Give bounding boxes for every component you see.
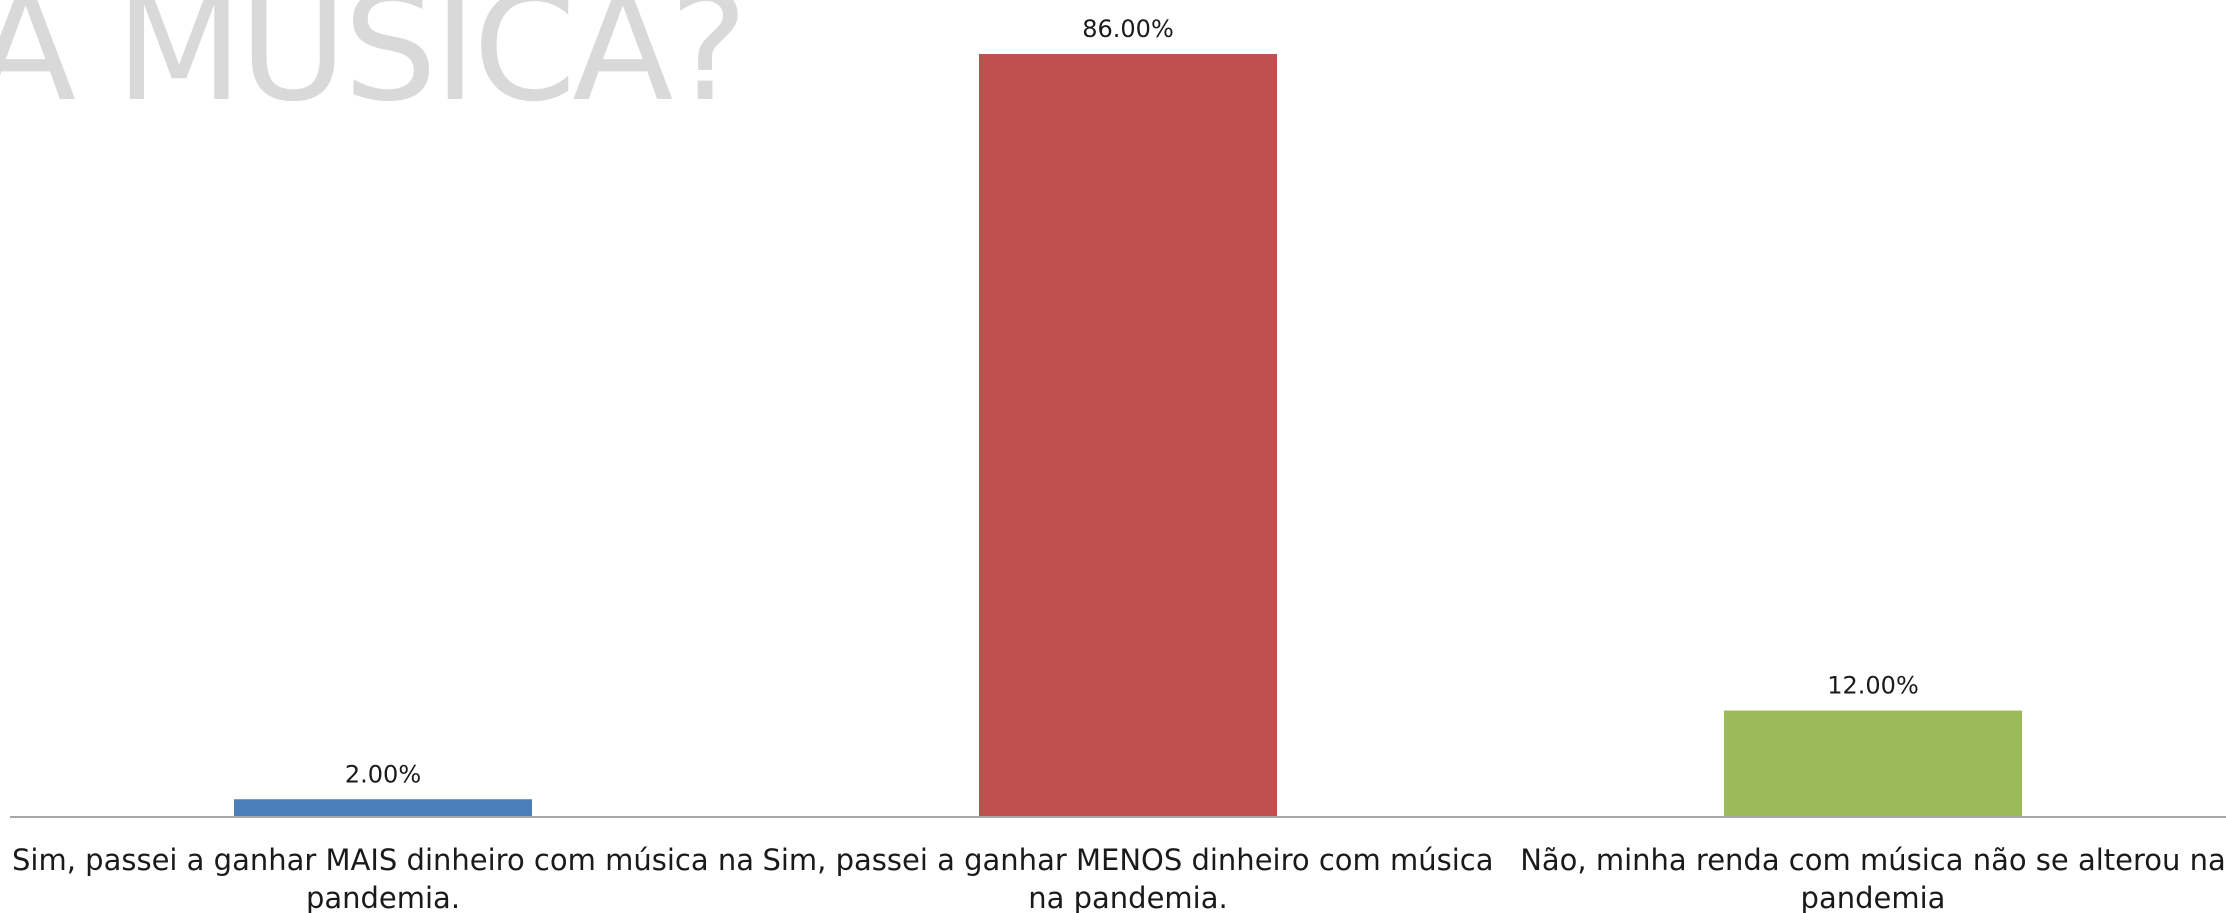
background-title: A MÚSICA?	[0, 0, 748, 134]
category-label-3-line-2: pandemia	[1801, 881, 1946, 913]
category-label-2-line-2: na pandemia.	[1028, 881, 1227, 913]
bar-value-label-1: 2.00%	[345, 760, 421, 788]
bars-layer	[234, 54, 2022, 817]
category-label-3-line-1: Não, minha renda com música não se alter…	[1520, 843, 2226, 877]
category-label-1-line-1: Sim, passei a ganhar MAIS dinheiro com m…	[12, 843, 754, 877]
category-labels-layer: Sim, passei a ganhar MAIS dinheiro com m…	[12, 843, 2226, 913]
category-label-1-line-2: pandemia.	[306, 881, 460, 913]
value-labels-layer: 2.00% 86.00% 12.00%	[345, 15, 1919, 788]
bar-1	[234, 799, 532, 817]
bar-2	[979, 54, 1277, 817]
category-label-2-line-1: Sim, passei a ganhar MENOS dinheiro com …	[762, 843, 1493, 877]
bar-3	[1724, 710, 2022, 817]
bar-value-label-2: 86.00%	[1082, 15, 1174, 43]
bar-value-label-3: 12.00%	[1827, 672, 1919, 700]
